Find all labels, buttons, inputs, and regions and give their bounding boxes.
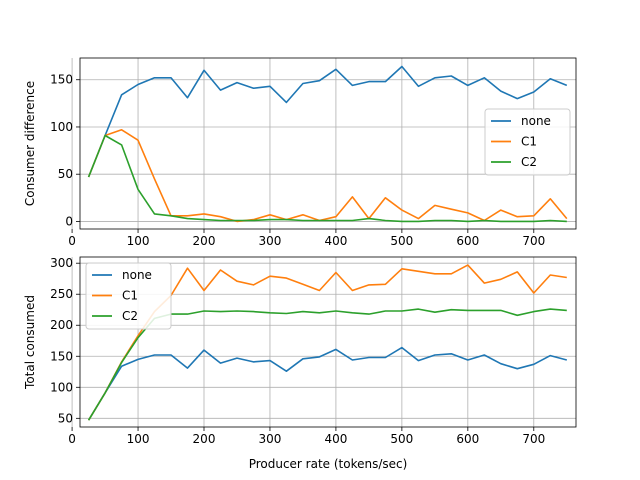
legend-label-none: none [122, 268, 152, 282]
y-tick-label: 200 [50, 318, 73, 332]
y-tick-label: 50 [58, 411, 73, 425]
x-tick-label: 300 [259, 432, 282, 446]
series-line-none [87, 65, 568, 178]
x-axis-label: Producer rate (tokens/sec) [249, 457, 408, 471]
x-tick-label: 200 [193, 432, 216, 446]
chart-panel-1: 0 100 200 300 400 500 600 700 0 50 100 150 Consumer … [23, 57, 577, 248]
x-tick-label: 400 [324, 234, 347, 248]
y-tick-label: 50 [58, 167, 73, 181]
y-tick-label: 150 [50, 349, 73, 363]
legend-label-C1: C1 [122, 289, 138, 303]
series-line-none [87, 346, 568, 421]
legend: none C1 C2 [85, 262, 172, 330]
legend-label-C1: C1 [521, 135, 537, 149]
y-tick-label: 0 [65, 214, 73, 228]
series-line-C1 [87, 129, 568, 223]
legend-label-C2: C2 [521, 155, 537, 169]
y-tick-label: 250 [50, 287, 73, 301]
legend-box [85, 262, 172, 330]
x-tick-label: 500 [390, 234, 413, 248]
x-tick-label: 400 [324, 432, 347, 446]
y-tick-label: 100 [50, 120, 73, 134]
series-line-C2 [87, 134, 567, 223]
y-tick-label: 300 [50, 256, 73, 270]
y-tick-label: 100 [50, 380, 73, 394]
x-tick-label: 600 [456, 234, 479, 248]
y-axis-label: Total consumed [23, 295, 37, 390]
x-tick-label: 700 [522, 234, 545, 248]
legend-label-C2: C2 [122, 309, 138, 323]
x-tick-label: 100 [127, 234, 150, 248]
chart-panel-2: 0 100 200 300 400 500 600 700 50 100 150 200 250 300 T… [23, 256, 577, 471]
axes-frame [79, 256, 577, 428]
x-tick-label: 0 [68, 234, 76, 248]
axes-frame [79, 57, 577, 230]
x-tick-label: 700 [522, 432, 545, 446]
x-tick-label: 200 [193, 234, 216, 248]
y-tick-label: 150 [50, 73, 73, 87]
y-axis-label: Consumer difference [23, 81, 37, 206]
x-tick-label: 100 [127, 432, 150, 446]
x-tick-label: 0 [68, 432, 76, 446]
x-tick-label: 500 [390, 432, 413, 446]
legend-box [484, 108, 571, 176]
legend-label-none: none [521, 114, 551, 128]
x-tick-label: 300 [259, 234, 282, 248]
x-tick-label: 600 [456, 432, 479, 446]
legend: none C1 C2 [484, 108, 571, 176]
